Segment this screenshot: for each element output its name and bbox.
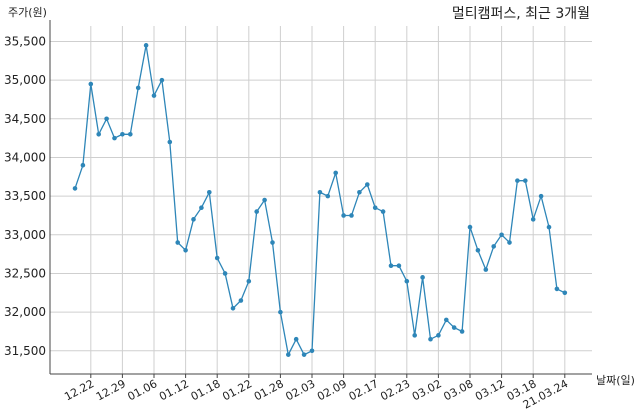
data-point: [436, 333, 441, 338]
data-point: [167, 139, 173, 145]
x-tick-label: 03.12: [473, 377, 507, 403]
data-point: [404, 278, 410, 284]
data-point: [333, 170, 339, 176]
data-point: [546, 224, 552, 230]
x-tick-label: 03.02: [410, 377, 444, 403]
data-point: [88, 81, 94, 87]
data-point: [475, 247, 481, 253]
data-point: [214, 255, 220, 261]
data-point: [365, 182, 370, 187]
data-point: [444, 317, 449, 323]
data-point: [293, 336, 299, 342]
data-point: [104, 116, 109, 122]
data-point: [80, 162, 86, 168]
data-point: [357, 189, 362, 195]
data-point: [238, 298, 244, 303]
data-point: [372, 205, 378, 211]
data-point: [246, 278, 252, 284]
data-point: [286, 352, 291, 357]
x-tick-label: 02.17: [347, 377, 381, 403]
chart-title: 멀티캠퍼스, 최근 3개월: [452, 6, 590, 22]
data-point: [515, 178, 520, 183]
data-point: [467, 224, 473, 230]
series-line-layer: [72, 43, 568, 357]
x-tick-label: 01.12: [157, 377, 191, 403]
data-point: [230, 305, 236, 311]
y-tick-label: 34,000: [4, 150, 46, 164]
data-point: [412, 333, 418, 338]
y-tick-label: 33,000: [4, 228, 46, 242]
data-point: [507, 240, 512, 245]
data-point: [309, 348, 315, 354]
data-point: [278, 309, 283, 315]
x-tick-label: 01.22: [220, 377, 254, 403]
data-point: [523, 178, 528, 183]
grid: [50, 26, 592, 374]
x-tick-label: 01.18: [189, 377, 223, 403]
x-tick-label: 02.23: [378, 377, 412, 403]
x-tick-label: 02.03: [283, 377, 317, 403]
data-point: [396, 263, 402, 269]
y-tick-label: 33,500: [4, 189, 46, 203]
data-point: [120, 131, 125, 137]
data-point: [538, 193, 544, 199]
y-tick-label: 35,500: [4, 34, 46, 48]
data-point: [207, 189, 212, 195]
y-axis-label: 주가(원): [8, 6, 47, 19]
x-tick-label: 03.08: [441, 377, 475, 403]
data-point: [96, 131, 101, 137]
data-point: [175, 240, 180, 245]
data-point: [159, 77, 165, 83]
y-tick-label: 32,500: [4, 266, 46, 280]
data-point: [270, 240, 275, 245]
data-point: [254, 209, 259, 214]
x-tick-label: 02.09: [315, 377, 349, 403]
data-point: [428, 336, 433, 342]
data-point: [72, 186, 78, 191]
data-point: [151, 93, 157, 98]
data-point: [554, 286, 560, 292]
data-point: [191, 217, 196, 222]
data-point: [483, 267, 489, 272]
data-point: [135, 85, 141, 91]
y-tick-label: 35,000: [4, 73, 46, 87]
series-line: [74, 45, 566, 357]
data-point: [301, 352, 307, 357]
data-point: [530, 217, 536, 222]
data-point: [349, 213, 354, 218]
data-point: [380, 209, 386, 214]
data-point: [451, 325, 457, 330]
data-point: [222, 271, 228, 276]
data-point: [420, 275, 425, 280]
x-tick-label: 12.22: [62, 377, 96, 403]
data-point: [128, 131, 133, 137]
data-point: [317, 189, 323, 195]
x-axis-label: 날짜(일): [596, 373, 635, 387]
data-point: [199, 205, 204, 211]
x-tick-label: 12.29: [94, 377, 128, 403]
data-point: [388, 263, 394, 269]
data-point: [262, 197, 267, 203]
data-point: [499, 232, 504, 238]
axes: [49, 20, 592, 378]
x-tick-label: 01.06: [125, 377, 159, 403]
x-tick-label: 01.28: [252, 377, 286, 403]
data-point: [341, 213, 346, 218]
data-point: [112, 135, 117, 141]
data-point: [325, 193, 331, 199]
data-point: [143, 43, 149, 48]
y-tick-label: 34,500: [4, 112, 46, 126]
data-point: [459, 329, 465, 334]
data-point: [491, 244, 497, 249]
data-point: [562, 290, 568, 296]
y-tick-label: 31,500: [4, 344, 46, 358]
y-tick-label: 32,000: [4, 305, 46, 319]
data-point: [183, 247, 188, 253]
